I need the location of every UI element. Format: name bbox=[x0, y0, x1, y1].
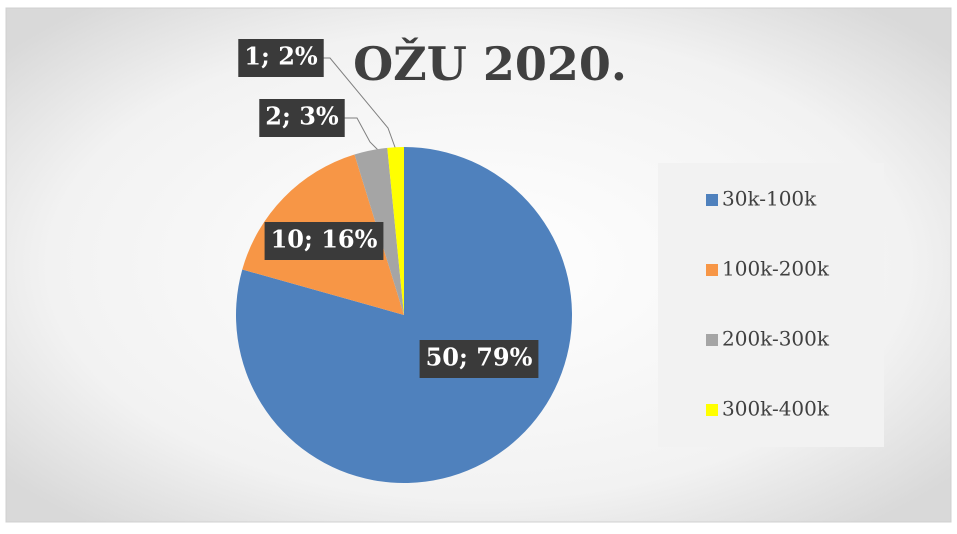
legend-swatch bbox=[706, 264, 718, 276]
data-label: 1; 2% bbox=[244, 42, 318, 71]
data-label-box bbox=[259, 99, 345, 137]
data-label-box bbox=[264, 222, 384, 260]
pie-slice bbox=[387, 147, 404, 315]
legend-swatch bbox=[706, 404, 718, 416]
data-label: 2; 3% bbox=[265, 102, 339, 131]
data-label: 50; 79% bbox=[426, 343, 533, 372]
legend-label: 30k-100k bbox=[722, 187, 817, 211]
legend-swatch bbox=[706, 194, 718, 206]
data-label-box bbox=[238, 39, 324, 77]
data-label: 10; 16% bbox=[271, 225, 378, 254]
chart-title: OŽU 2020. bbox=[353, 36, 627, 91]
legend-swatch bbox=[706, 334, 718, 346]
data-label-box bbox=[419, 340, 539, 378]
legend-label: 200k-300k bbox=[722, 327, 830, 351]
leader-line bbox=[322, 57, 397, 151]
legend-label: 300k-400k bbox=[722, 397, 830, 421]
legend-label: 100k-200k bbox=[722, 257, 830, 281]
legend-box bbox=[658, 163, 884, 447]
